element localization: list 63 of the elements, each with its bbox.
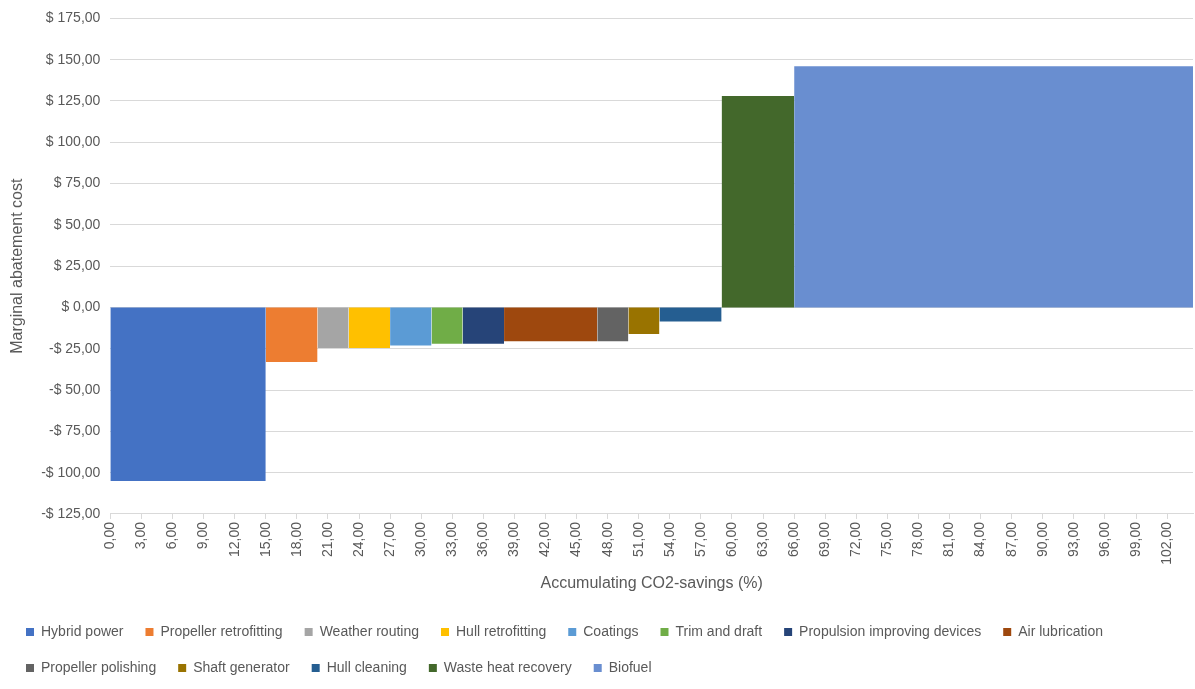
y-tick-label: $ 125,00 — [45, 91, 101, 108]
x-tick-label: 9,00 — [194, 521, 211, 550]
x-tick-label: 72,00 — [847, 521, 864, 558]
legend-label: Trim and draft — [675, 622, 763, 639]
y-tick-label: $ 75,00 — [53, 174, 101, 191]
x-tick-label: 0,00 — [101, 521, 118, 550]
legend-label: Propulsion improving devices — [799, 622, 982, 639]
x-tick-label: 24,00 — [349, 521, 366, 558]
y-tick-label: $ 175,00 — [45, 9, 101, 26]
y-tick-label: -$ 75,00 — [48, 422, 101, 439]
x-tick-label: 30,00 — [412, 521, 429, 558]
x-tick-label: 60,00 — [722, 521, 739, 558]
x-tick-label: 81,00 — [940, 521, 957, 558]
x-tick-label: 102,00 — [1157, 521, 1174, 565]
x-tick-label: 3,00 — [132, 521, 149, 550]
y-tick-label: -$ 50,00 — [48, 380, 101, 397]
x-tick-label: 69,00 — [816, 521, 833, 558]
y-tick-label: -$ 125,00 — [41, 504, 101, 521]
legend-label: Biofuel — [608, 658, 652, 675]
x-tick-label: 75,00 — [878, 521, 895, 558]
x-tick-label: 21,00 — [318, 521, 335, 558]
x-tick-label: 45,00 — [567, 521, 584, 558]
legend-label: Propeller retrofitting — [160, 622, 283, 639]
legend-label: Propeller polishing — [41, 658, 157, 675]
x-tick-label: 27,00 — [380, 521, 397, 558]
x-tick-label: 84,00 — [971, 521, 988, 558]
legend-label: Weather routing — [319, 622, 419, 639]
x-tick-label: 6,00 — [163, 521, 180, 550]
legend-label: Coatings — [583, 622, 639, 639]
x-tick-label: 93,00 — [1064, 521, 1081, 558]
x-tick-label: 63,00 — [753, 521, 770, 558]
legend-label: Hull cleaning — [326, 658, 407, 675]
legend-label: Shaft generator — [193, 658, 291, 675]
y-tick-label: $ 50,00 — [53, 215, 101, 232]
x-tick-label: 15,00 — [256, 521, 273, 558]
y-tick-label: $ 150,00 — [45, 50, 101, 67]
x-tick-label: 57,00 — [691, 521, 708, 558]
x-tick-label: 96,00 — [1095, 521, 1112, 558]
legend-label: Hull retrofitting — [455, 622, 547, 639]
x-tick-label: 33,00 — [443, 521, 460, 558]
y-tick-label: -$ 100,00 — [41, 463, 101, 480]
x-tick-label: 90,00 — [1033, 521, 1050, 558]
y-tick-label: $ 0,00 — [61, 298, 101, 315]
x-tick-label: 78,00 — [909, 521, 926, 558]
x-tick-label: 99,00 — [1126, 521, 1143, 558]
x-tick-label: 48,00 — [598, 521, 615, 558]
x-tick-label: 36,00 — [474, 521, 491, 558]
y-tick-label: $ 100,00 — [45, 133, 101, 150]
x-tick-label: 66,00 — [784, 521, 801, 558]
legend-label: Air lubrication — [1018, 622, 1104, 639]
x-axis-title: Accumulating CO2-savings (%) — [540, 573, 763, 591]
legend-label: Waste heat recovery — [443, 658, 572, 675]
x-tick-label: 18,00 — [287, 521, 304, 558]
x-tick-label: 87,00 — [1002, 521, 1019, 558]
x-tick-label: 12,00 — [225, 521, 242, 558]
legend-label: Hybrid power — [41, 622, 124, 639]
y-tick-label: -$ 25,00 — [48, 339, 101, 356]
y-axis-title: Marginal abatement cost — [8, 178, 26, 354]
x-tick-label: 39,00 — [505, 521, 522, 558]
x-tick-label: 54,00 — [660, 521, 677, 558]
x-tick-label: 42,00 — [536, 521, 553, 558]
x-tick-label: 51,00 — [629, 521, 646, 558]
y-tick-label: $ 25,00 — [53, 257, 101, 274]
